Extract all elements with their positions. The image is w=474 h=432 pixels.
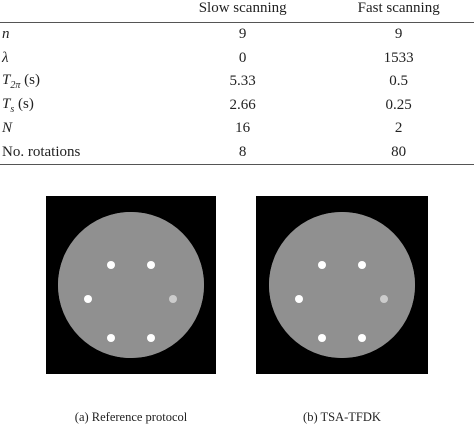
- column-header: Slow scanning: [162, 0, 324, 23]
- caption: (a) Reference protocol: [74, 410, 188, 424]
- cell: 8: [162, 140, 324, 165]
- row-label: Ts (s): [0, 94, 162, 118]
- row-label: T2π (s): [0, 70, 162, 94]
- table-row: λ 0 1533: [0, 47, 474, 71]
- insert: [358, 261, 366, 269]
- cell: 16: [235, 120, 251, 137]
- cell: 5.33: [229, 73, 256, 90]
- insert: [84, 295, 92, 303]
- column-header: Fast scanning: [323, 0, 474, 23]
- insert: [147, 334, 155, 342]
- caption: (b) TSA-TFDK: [303, 410, 381, 424]
- row-label: N: [2, 120, 13, 137]
- reference-image: [46, 196, 216, 374]
- corner: [0, 0, 162, 23]
- cell: 0: [238, 49, 247, 66]
- cell: 2.66: [229, 96, 256, 113]
- unit: (s): [20, 72, 40, 89]
- insert: [107, 261, 115, 269]
- symbol: T: [2, 72, 11, 89]
- subscript: 2π: [10, 80, 21, 92]
- table-row: N 16 2: [0, 117, 474, 141]
- parameter-table: Slow scanning Fast scanning n 9 9 λ 0 1533 T2π…: [0, 0, 474, 165]
- insert: [107, 334, 115, 342]
- cell: 2: [394, 120, 403, 137]
- table-row: No. rotations 8 80: [0, 140, 474, 165]
- cell: 0.5: [389, 73, 409, 90]
- table-row: T2π (s) 5.33 0.5: [0, 70, 474, 94]
- cell: 1533: [383, 49, 414, 66]
- noise: [269, 212, 415, 358]
- tsa-tfdk-image: [256, 196, 428, 374]
- symbol: T: [2, 95, 11, 112]
- insert: [318, 261, 326, 269]
- table-row: n 9 9: [0, 23, 474, 47]
- insert: [169, 295, 177, 303]
- insert: [380, 295, 388, 303]
- noise: [58, 212, 204, 358]
- subscript: s: [10, 103, 15, 115]
- cell: 9: [394, 26, 403, 43]
- insert: [147, 261, 155, 269]
- cell: 0.25: [385, 96, 412, 113]
- insert: [318, 334, 326, 342]
- row-label: λ: [2, 49, 9, 66]
- insert: [358, 334, 366, 342]
- table-row: Ts (s) 2.66 0.25: [0, 94, 474, 118]
- cell: 9: [238, 26, 247, 43]
- unit: (s): [14, 95, 34, 112]
- row-label: No. rotations: [0, 140, 162, 165]
- cell: 80: [323, 140, 474, 165]
- insert: [295, 295, 303, 303]
- row-label: n: [2, 26, 10, 43]
- header-row: Slow scanning Fast scanning: [0, 0, 474, 23]
